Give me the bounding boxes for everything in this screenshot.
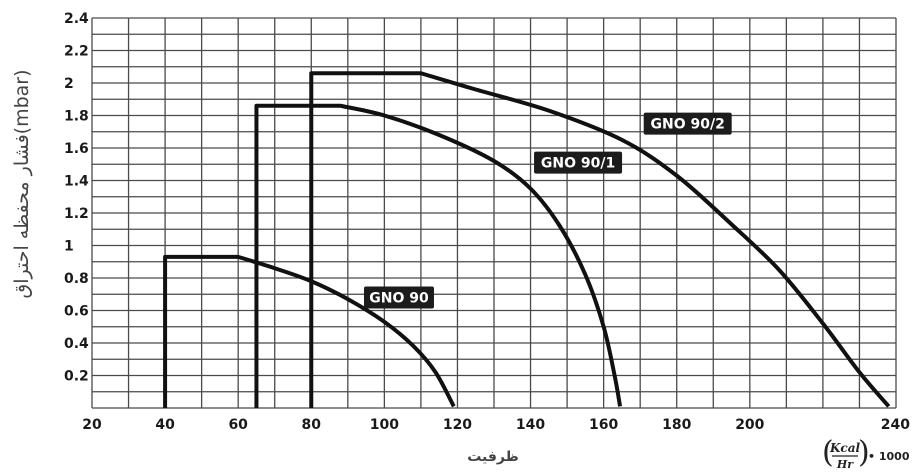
x-unit-label: ( Kcal Hr ) • 1000 — [822, 435, 910, 471]
series-label-text: GNO 90/2 — [651, 117, 725, 133]
series-label: GNO 90/1 — [534, 151, 623, 174]
y-tick-label: 1.6 — [64, 141, 89, 157]
x-tick-label: 20 — [82, 417, 102, 433]
y-tick-label: 1 — [64, 239, 74, 255]
y-tick-label: 2.4 — [64, 11, 89, 27]
x-tick-label: 120 — [443, 417, 472, 433]
series-curves — [163, 71, 891, 408]
x-unit-multiplier: • 1000 — [868, 450, 910, 463]
y-tick-label: 1.8 — [64, 109, 89, 125]
series-label-box — [363, 286, 434, 309]
series-labels: GNO 90 GNO 90/1 GNO 90/2 — [363, 112, 732, 309]
series-label: GNO 90/2 — [643, 112, 732, 135]
y-tick-labels: 2.4 2.2 2 1.8 1.6 1.4 1.2 1 0.8 0.6 0.4 0.2 — [64, 11, 89, 385]
y-tick-label: 1.2 — [64, 206, 89, 222]
series-label-box — [643, 112, 732, 135]
x-tick-label: 140 — [516, 417, 545, 433]
x-unit-paren-right: ) — [858, 435, 870, 470]
series-label-text: GNO 90/1 — [541, 156, 615, 172]
x-tick-label: 160 — [589, 417, 618, 433]
y-tick-label: 0.4 — [64, 336, 89, 352]
grid — [91, 17, 897, 409]
x-tick-label: 60 — [228, 417, 248, 433]
series-curve — [163, 254, 456, 408]
x-tick-label: 240 — [881, 417, 910, 433]
series-curve — [309, 71, 891, 408]
y-tick-label: 0.6 — [64, 304, 89, 320]
y-tick-label: 2 — [64, 76, 74, 92]
y-tick-label: 1.4 — [64, 174, 89, 190]
x-tick-label: 200 — [735, 417, 764, 433]
series-label: GNO 90 — [363, 286, 434, 309]
x-unit-numerator: Kcal — [829, 441, 861, 455]
x-tick-label: 40 — [155, 417, 175, 433]
y-axis-title: فشار محفظه احتراق(mbar) — [11, 69, 33, 298]
y-tick-label: 2.2 — [64, 44, 89, 60]
x-tick-label: 180 — [662, 417, 691, 433]
series-label-text: GNO 90 — [369, 291, 429, 307]
y-tick-label: 0.8 — [64, 271, 89, 287]
x-unit-denominator: Hr — [836, 458, 854, 471]
series-label-box — [534, 151, 623, 174]
x-axis-title: ظرفیت — [467, 449, 519, 465]
x-unit-paren-left: ( — [822, 435, 834, 470]
x-tick-labels: 20 40 60 80 100 120 140 160 180 200 240 — [82, 417, 910, 433]
y-tick-label: 0.2 — [64, 369, 89, 385]
x-tick-label: 100 — [370, 417, 399, 433]
x-tick-label: 80 — [302, 417, 322, 433]
series-curve — [254, 103, 623, 408]
